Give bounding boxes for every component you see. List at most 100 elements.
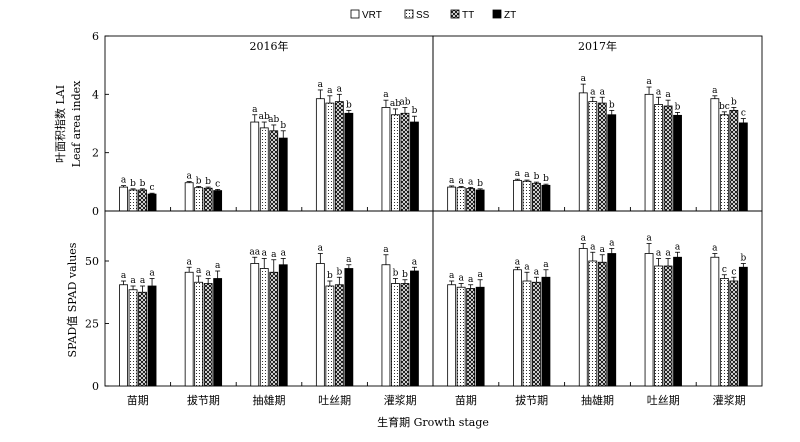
bar-spad-2017-tt-4 xyxy=(729,280,739,387)
x-tick-label-spad-2016-1: 拔节期 xyxy=(187,393,220,407)
x-tick-label-spad-2016-3: 吐丝期 xyxy=(318,394,351,407)
bar-lai-2016-vrt-3 xyxy=(315,98,325,212)
bar-lai-2016-tt-4 xyxy=(400,112,410,212)
sig-label-spad-2017-tt-2: a xyxy=(600,245,606,255)
bar-spad-2016-tt-1 xyxy=(203,283,213,387)
sig-label-spad-2017-zt-4: b xyxy=(740,254,746,264)
sig-label-spad-2017-ss-3: a xyxy=(656,249,662,259)
x-tick-label-spad-2016-0: 苗期 xyxy=(127,394,149,407)
bar-spad-2017-zt-4 xyxy=(738,266,748,387)
bottom-y-axis-title: SPAD值 SPAD values xyxy=(66,242,79,357)
sig-label-spad-2017-ss-4: c xyxy=(722,265,727,275)
x-tick-label-spad-2017-1: 拔节期 xyxy=(515,393,548,407)
bar-spad-2017-ss-2 xyxy=(588,260,598,387)
sig-label-spad-2017-zt-2: a xyxy=(609,239,615,249)
bar-lai-2017-tt-4 xyxy=(729,109,739,212)
sig-label-lai-2016-ss-1: b xyxy=(196,177,202,187)
bar-spad-2017-ss-3 xyxy=(654,265,663,387)
sig-label-spad-2016-vrt-2: aa xyxy=(249,247,260,257)
sig-label-lai-2016-tt-4: ab xyxy=(399,97,410,107)
bar-spad-2017-zt-2 xyxy=(607,253,617,387)
sig-label-spad-2016-tt-1: a xyxy=(205,269,211,279)
bar-spad-2016-vrt-1 xyxy=(184,271,194,387)
sig-label-spad-2016-zt-2: a xyxy=(281,249,287,259)
x-tick-label-spad-2017-2: 抽雄期 xyxy=(581,393,614,407)
sig-label-lai-2017-ss-2: a xyxy=(590,87,596,97)
x-tick-label-spad-2017-4: 灌浆期 xyxy=(713,393,746,407)
bar-lai-2016-ss-2 xyxy=(259,127,269,212)
bar-lai-2017-ss-3 xyxy=(654,104,663,212)
bar-lai-2017-ss-2 xyxy=(588,101,598,212)
sig-label-lai-2017-vrt-0: a xyxy=(449,176,455,186)
bar-spad-2016-zt-0 xyxy=(147,285,157,387)
sig-label-spad-2017-ss-1: a xyxy=(524,262,530,272)
sig-label-spad-2017-tt-4: c xyxy=(731,267,736,277)
sig-label-spad-2016-tt-0: a xyxy=(140,276,146,286)
sig-label-spad-2016-zt-1: a xyxy=(215,261,221,271)
legend-item-vrt: VRT xyxy=(350,9,382,21)
bar-lai-2016-ss-4 xyxy=(391,114,400,212)
bar-spad-2016-ss-4 xyxy=(391,283,400,387)
sig-label-lai-2016-ss-0: b xyxy=(130,179,136,189)
bar-lai-2017-vrt-1 xyxy=(513,179,522,212)
bar-spad-2016-tt-4 xyxy=(400,283,410,387)
bar-lai-2016-vrt-0 xyxy=(119,186,128,212)
sig-label-lai-2016-ss-2: ab xyxy=(259,112,270,122)
sig-label-lai-2017-tt-4: b xyxy=(731,97,737,107)
sig-label-spad-2016-zt-0: a xyxy=(149,269,155,279)
sig-label-spad-2016-vrt-4: a xyxy=(383,245,389,255)
sig-label-lai-2016-zt-4: b xyxy=(412,106,418,116)
sig-label-lai-2017-zt-0: b xyxy=(477,179,483,189)
bar-lai-2017-ss-0 xyxy=(456,187,466,212)
bar-spad-2017-ss-0 xyxy=(456,286,466,387)
sig-label-lai-2017-vrt-3: a xyxy=(646,77,652,87)
sig-label-lai-2017-zt-3: b xyxy=(675,102,681,112)
sig-label-spad-2016-tt-4: b xyxy=(402,270,408,280)
sig-label-lai-2017-tt-3: a xyxy=(665,90,671,100)
bar-lai-2016-zt-0 xyxy=(147,193,157,212)
sig-label-spad-2017-zt-1: a xyxy=(543,260,549,270)
bar-lai-2016-zt-1 xyxy=(213,190,223,212)
legend-swatch-tt xyxy=(450,9,460,19)
legend-item-tt: TT xyxy=(450,9,474,21)
legend-swatch-ss xyxy=(404,9,414,19)
bar-lai-2017-tt-0 xyxy=(466,188,476,212)
bar-lai-2017-vrt-0 xyxy=(447,186,457,212)
sig-label-spad-2016-vrt-3: a xyxy=(318,244,324,254)
year-title-lai-2016: 2016年 xyxy=(250,39,289,53)
sig-label-lai-2017-zt-1: b xyxy=(543,174,549,184)
bar-spad-2016-tt-3 xyxy=(334,284,344,387)
legend-label-zt: ZT xyxy=(504,10,516,21)
bar-lai-2016-tt-0 xyxy=(138,189,147,212)
bar-lai-2016-zt-2 xyxy=(278,137,288,212)
bar-spad-2016-tt-0 xyxy=(138,291,147,387)
sig-label-lai-2016-vrt-4: a xyxy=(383,90,389,100)
bar-lai-2017-zt-2 xyxy=(607,114,617,212)
y-tick-label-spad-2016-1: 25 xyxy=(85,318,99,331)
bar-spad-2016-vrt-2 xyxy=(250,263,260,387)
bar-spad-2016-ss-3 xyxy=(325,285,335,387)
bar-spad-2017-vrt-0 xyxy=(447,284,457,387)
bar-spad-2017-tt-2 xyxy=(597,261,607,387)
sig-label-spad-2016-ss-3: b xyxy=(327,271,333,281)
sig-label-spad-2017-ss-0: a xyxy=(458,274,464,284)
sig-label-lai-2016-zt-0: c xyxy=(150,183,155,193)
sig-label-lai-2016-tt-2: ab xyxy=(268,115,279,125)
sig-label-spad-2016-ss-0: a xyxy=(130,276,136,286)
sig-label-lai-2016-vrt-0: a xyxy=(121,176,127,186)
sig-label-lai-2017-zt-2: b xyxy=(609,100,615,110)
sig-label-spad-2016-vrt-0: a xyxy=(121,271,127,281)
legend-label-tt: TT xyxy=(462,10,474,21)
sig-label-lai-2017-ss-3: a xyxy=(656,87,662,97)
sig-label-spad-2017-ss-2: a xyxy=(590,242,596,252)
sig-label-spad-2017-vrt-4: a xyxy=(712,244,718,254)
sig-label-spad-2016-ss-2: a xyxy=(262,249,268,259)
sig-label-lai-2016-tt-0: b xyxy=(140,179,146,189)
bar-spad-2016-tt-2 xyxy=(269,271,279,387)
sig-label-lai-2016-zt-3: b xyxy=(346,100,352,110)
bar-spad-2017-zt-3 xyxy=(673,256,682,387)
